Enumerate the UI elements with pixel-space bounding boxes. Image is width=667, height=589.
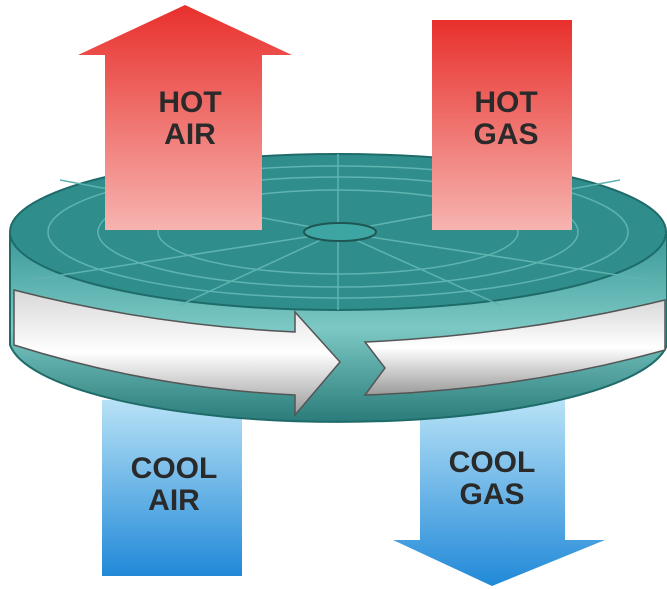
- hot-gas-arrow: [432, 20, 572, 230]
- label: COOL: [449, 446, 536, 479]
- rotation-arrow: [363, 299, 666, 396]
- hot-air-arrow: [78, 5, 292, 230]
- label: HOT: [158, 86, 221, 119]
- label: AIR: [148, 484, 200, 517]
- cool-gas-arrow: [393, 400, 605, 586]
- label: HOT: [474, 86, 537, 119]
- label: GAS: [459, 478, 524, 511]
- rotation-arrow: [13, 289, 341, 418]
- label: COOL: [131, 452, 218, 485]
- label: AIR: [164, 118, 216, 151]
- label: GAS: [473, 118, 538, 151]
- wheel-hub: [303, 222, 377, 242]
- cool-air-arrow: [102, 400, 242, 576]
